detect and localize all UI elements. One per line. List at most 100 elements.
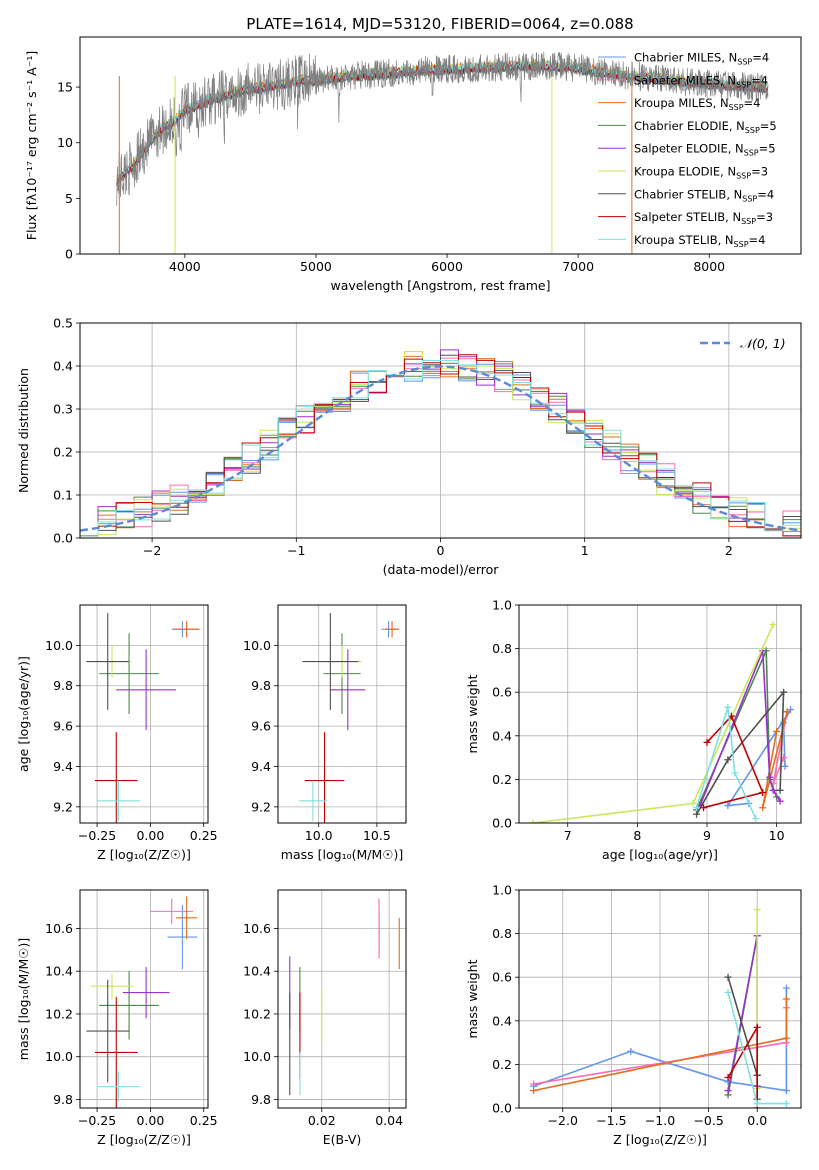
normal-distribution-curve: [80, 365, 801, 532]
y-tick-label: 1.0: [492, 598, 512, 613]
error-bar-point: [122, 966, 170, 1019]
mass-weight-marker: [776, 786, 784, 794]
residual-histogram: [80, 360, 801, 537]
mass-weight-marker: [782, 1087, 790, 1095]
observed-spectrum-line: [116, 51, 769, 207]
mass-weight-marker: [759, 804, 767, 812]
error-bar-point: [302, 613, 359, 710]
y-tick-label: 10.2: [243, 1006, 271, 1021]
x-axis-label: Z [log₁₀(Z/Z☉)]: [613, 1132, 707, 1147]
weight-vs-Z-chart: −2.0 −1.5 −1.0 −0.5 0.0 0.0 0.2 0.4 0.6 0.8 1.0 Z […: [465, 883, 802, 1147]
y-tick-label: 15: [57, 80, 73, 95]
y-tick-label: 10.6: [243, 921, 271, 936]
mass-weight-marker: [627, 1047, 635, 1055]
x-tick-label: 1: [581, 543, 589, 558]
x-tick-label: 10.5: [363, 828, 391, 843]
mass-weight-marker: [753, 906, 761, 914]
y-axis-label: age [log₁₀(age/yr)]: [16, 656, 31, 772]
error-bar-point: [97, 1071, 140, 1102]
mass-vs-Z-chart-grid: [80, 890, 208, 1108]
x-tick-label: 0.25: [190, 828, 218, 843]
mass-weight-marker: [689, 799, 697, 807]
mass-weight-marker: [783, 708, 791, 716]
y-tick-label: 9.8: [53, 1092, 73, 1107]
y-tick-label: 0.5: [53, 316, 73, 331]
x-tick-label: −1: [287, 543, 305, 558]
mass-weight-marker: [759, 788, 767, 796]
x-tick-label: 4000: [169, 259, 201, 274]
legend-entry: Salpeter STELIB, NSSP=3: [634, 210, 773, 226]
mass-vs-Z-chart: −0.25 0.00 0.25 9.8 10.0 10.2 10.4 10.6 Z [log₁₀…: [16, 889, 218, 1147]
error-bar-point: [298, 780, 327, 821]
mass-weight-line: [695, 707, 757, 819]
mass-weight-line: [703, 714, 764, 809]
mass-weight-marker: [782, 1034, 790, 1042]
error-bar-point: [304, 732, 345, 823]
mass-weight-marker: [776, 797, 784, 805]
x-tick-label: −2.0: [548, 1113, 578, 1128]
axes-frame: [518, 604, 802, 824]
age-vs-Z-chart-plot-area: [86, 613, 200, 823]
spectrum-chart-plot-area: [116, 51, 769, 254]
mass-weight-marker: [724, 973, 732, 981]
y-tick-label: 0.0: [53, 531, 73, 546]
weight-vs-age-chart: 7 8 9 10 0.0 0.2 0.4 0.6 0.8 1.0 age [log₁₀(age/yr…: [465, 598, 802, 862]
mass-weight-marker: [530, 1080, 538, 1088]
mass-weight-marker: [766, 773, 774, 781]
x-tick-label: −1.0: [645, 1113, 675, 1128]
y-tick-label: 0.3: [53, 402, 73, 417]
mass-weight-marker: [724, 756, 732, 764]
axes-frame: [277, 889, 407, 1109]
y-tick-label: 5: [65, 191, 73, 206]
error-bar-point: [385, 621, 400, 638]
mass-weight-marker: [782, 995, 790, 1003]
y-tick-label: 9.8: [53, 678, 73, 693]
mass-weight-series: [693, 703, 760, 823]
age-vs-Z-chart-grid: [80, 605, 208, 823]
mass-weight-line: [695, 689, 785, 815]
mass-weight-marker: [773, 727, 781, 735]
y-tick-label: 0.4: [53, 359, 73, 374]
age-vs-Z-chart: −0.25 0.00 0.25 9.2 9.4 9.6 9.8 10.0 Z [log₁₀(Z/…: [16, 604, 218, 862]
error-bar-point: [90, 973, 134, 999]
y-tick-label: 10.6: [45, 921, 73, 936]
axes-frame: [79, 889, 209, 1109]
error-bar-point: [167, 904, 198, 970]
x-tick-label: 0.0: [747, 1113, 767, 1128]
x-tick-label: 0.25: [190, 1113, 218, 1128]
spectrum-legend: Chabrier MILES, NSSP=4 Salpeter MILES, NS…: [598, 51, 777, 249]
mass-weight-marker: [724, 703, 732, 711]
model-spectrum-line: [116, 59, 769, 183]
mass-weight-marker: [693, 804, 701, 812]
mass-weight-marker: [529, 819, 537, 823]
mass-weight-marker: [769, 621, 777, 629]
error-bar-point: [173, 621, 200, 638]
y-tick-label: 0.0: [492, 816, 512, 831]
y-axis-label: mass [log₁₀(M/M☉)]: [16, 938, 31, 1060]
error-bar-point: [94, 732, 138, 823]
y-tick-label: 1.0: [492, 883, 512, 898]
x-axis-label: wavelength [Angstrom, rest frame]: [330, 278, 550, 293]
mass-vs-EBV-chart-plot-area: [289, 898, 400, 1096]
y-axis-label: mass weight: [465, 959, 480, 1038]
x-tick-label: −0.25: [78, 1113, 116, 1128]
mass-weight-series: [724, 706, 795, 810]
mass-weight-marker: [724, 802, 732, 810]
error-bar-point: [116, 649, 176, 731]
y-tick-label: 10.4: [45, 964, 73, 979]
axes-frame: [79, 36, 802, 255]
x-tick-label: 8000: [693, 259, 725, 274]
x-tick-label: 2: [725, 543, 733, 558]
mass-weight-marker: [724, 988, 732, 996]
axes-frame: [79, 322, 802, 539]
x-tick-label: 5000: [300, 259, 332, 274]
error-bar-point: [99, 971, 159, 1040]
y-axis-label: Flux [fλ10⁻¹⁷ erg cm⁻² s⁻¹ A⁻¹]: [24, 51, 39, 240]
y-tick-label: 10.0: [243, 1049, 271, 1064]
mass-weight-marker: [782, 984, 790, 992]
y-tick-label: 0.6: [492, 970, 512, 985]
x-tick-label: 10.0: [305, 828, 333, 843]
y-tick-label: 0.2: [492, 1057, 512, 1072]
y-axis-label: mass weight: [465, 674, 480, 753]
